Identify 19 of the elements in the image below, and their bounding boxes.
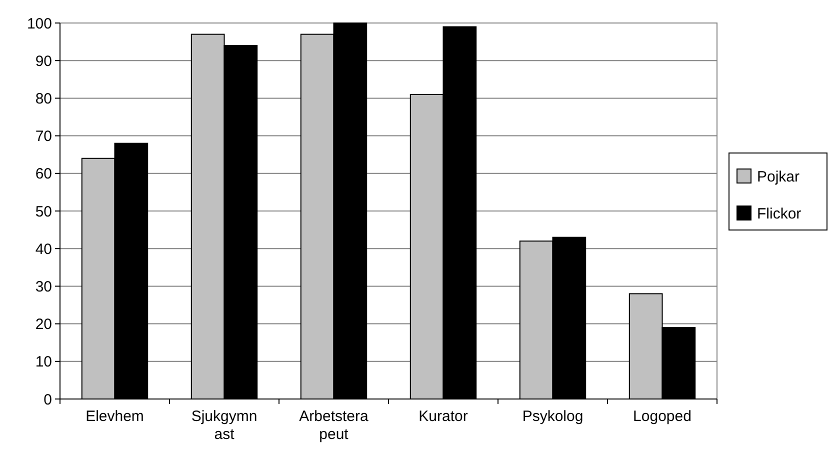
y-tick-label: 30 bbox=[35, 278, 52, 296]
x-tick-label: Psykolog bbox=[522, 408, 584, 425]
y-tick-label: 40 bbox=[35, 240, 52, 258]
x-tick-label: Elevhem bbox=[86, 408, 144, 425]
legend-label: Pojkar bbox=[757, 168, 800, 186]
y-tick-label: 60 bbox=[35, 166, 52, 183]
x-tick-label: Arbetsterapeut bbox=[299, 408, 370, 443]
y-tick-label: 20 bbox=[35, 316, 52, 334]
y-tick-label: 0 bbox=[44, 391, 52, 408]
legend-label: Flickor bbox=[757, 205, 802, 222]
y-tick-label: 80 bbox=[35, 90, 52, 108]
x-tick-label: Kurator bbox=[418, 408, 468, 425]
y-tick-label: 70 bbox=[35, 128, 52, 146]
y-tick-label: 10 bbox=[35, 354, 52, 371]
x-tick-label: Sjukgymnast bbox=[191, 408, 258, 443]
y-tick-label: 50 bbox=[35, 203, 52, 220]
y-tick-label: 100 bbox=[26, 15, 52, 32]
y-tick-label: 90 bbox=[35, 52, 52, 70]
x-tick-label: Logoped bbox=[633, 408, 692, 425]
